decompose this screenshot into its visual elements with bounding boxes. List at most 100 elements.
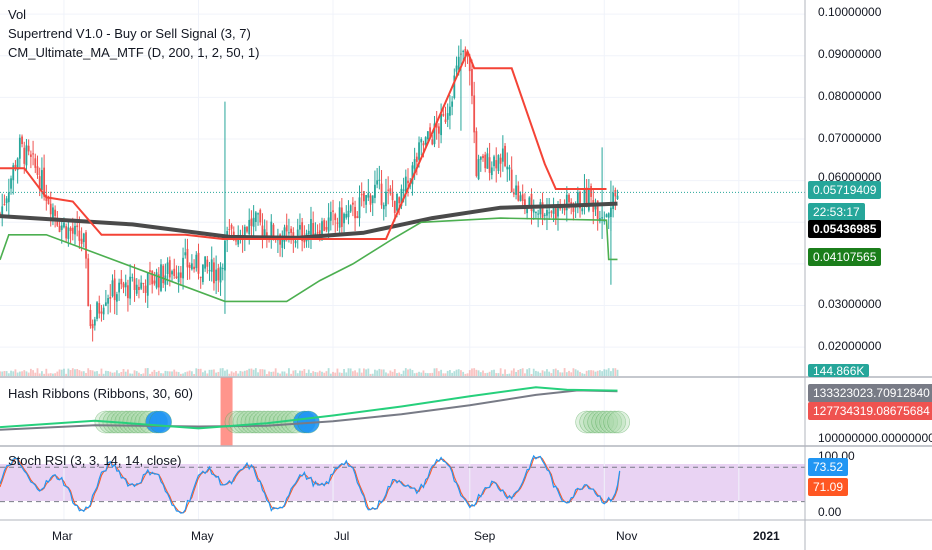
legend-stoch-rsi[interactable]: Stoch RSI (3, 3, 14, 14, close) xyxy=(8,453,182,468)
ma-value-tag: 0.05436985 xyxy=(808,220,882,238)
candle-body xyxy=(168,260,171,278)
candle-body xyxy=(290,228,293,233)
volume-bar xyxy=(93,371,96,376)
volume-bar xyxy=(468,370,471,376)
volume-bar xyxy=(374,369,376,376)
volume-bar xyxy=(210,369,213,376)
candle-body xyxy=(272,224,275,238)
volume-bar xyxy=(396,373,398,376)
candle-body xyxy=(3,204,6,206)
volume-bar xyxy=(535,370,537,376)
candle-body xyxy=(596,200,599,219)
volume-bar xyxy=(124,371,127,376)
volume-bar xyxy=(574,369,577,376)
candle-body xyxy=(429,127,431,137)
hash-fast-line xyxy=(0,386,618,430)
candle-body xyxy=(80,238,83,244)
candle-body xyxy=(462,50,465,52)
candle-body xyxy=(488,157,491,173)
volume-bar xyxy=(409,368,412,376)
volume-bar xyxy=(325,371,328,376)
candle-body xyxy=(323,220,326,231)
overlays xyxy=(0,48,805,303)
candle-body xyxy=(378,179,381,181)
volume-bar xyxy=(389,370,392,376)
candle-body xyxy=(552,205,555,214)
candle-body xyxy=(402,189,405,191)
volume-bar xyxy=(524,373,526,376)
candle-body xyxy=(41,170,43,191)
candle-body xyxy=(18,137,21,159)
candle-body xyxy=(127,285,129,299)
candle-body xyxy=(312,223,315,239)
volume-bar xyxy=(541,370,544,376)
volume-bar xyxy=(369,373,372,376)
volume-bar xyxy=(587,370,590,376)
legend-cm-ma[interactable]: CM_Ultimate_MA_MTF (D, 200, 1, 2, 50, 1) xyxy=(8,45,260,60)
volume-bar xyxy=(347,368,350,376)
volume-bar xyxy=(127,369,129,376)
volume-bar xyxy=(23,370,26,376)
volume-bar xyxy=(354,370,356,376)
volume-bar xyxy=(96,371,98,376)
candle-body xyxy=(93,319,96,326)
candle-body xyxy=(316,232,319,234)
volume-bar xyxy=(14,369,17,376)
volume-bar xyxy=(332,371,334,376)
volume-bar xyxy=(490,370,493,376)
candle-body xyxy=(490,167,493,176)
candle-body xyxy=(182,257,184,279)
candle-body xyxy=(442,113,445,116)
volume-bar xyxy=(579,371,581,376)
volume-bar xyxy=(495,373,498,376)
volume-bar xyxy=(78,370,81,376)
volume-bar xyxy=(305,372,308,376)
volume-bar xyxy=(113,372,116,376)
volume-bar xyxy=(82,371,85,376)
volume-bar xyxy=(235,371,237,376)
volume-bar xyxy=(424,372,427,376)
candle-body xyxy=(58,225,61,233)
volume-bar xyxy=(186,371,189,376)
volume-bar xyxy=(546,369,548,376)
volume-bar xyxy=(391,371,394,376)
candle-body xyxy=(415,156,418,162)
volume-bar xyxy=(160,373,162,376)
volume-bar xyxy=(565,372,568,376)
candle-body xyxy=(16,158,19,171)
candle-body xyxy=(87,258,90,307)
volume-bar xyxy=(407,369,409,376)
time-label-jul: Jul xyxy=(334,529,350,543)
candle-body xyxy=(54,209,57,216)
candle-body xyxy=(177,272,180,283)
candle-body xyxy=(468,57,471,72)
candle-body xyxy=(215,269,218,282)
volume-bar xyxy=(526,369,529,376)
volume-bar xyxy=(519,368,522,376)
candle-body xyxy=(515,185,517,195)
legend-supertrend[interactable]: Supertrend V1.0 - Buy or Sell Signal (3,… xyxy=(8,26,251,41)
volume-bar xyxy=(539,372,542,376)
candle-body xyxy=(325,227,328,230)
legend-vol[interactable]: Vol xyxy=(8,7,27,22)
candle-body xyxy=(14,164,17,169)
candle-body xyxy=(537,213,540,215)
countdown-tag: 22:53:17 xyxy=(808,203,865,221)
volume-bar xyxy=(221,368,224,376)
candle-body xyxy=(521,194,524,201)
candle-body xyxy=(563,207,566,211)
candle-body xyxy=(457,56,460,70)
volume-bar xyxy=(506,373,509,376)
volume-bar xyxy=(195,368,198,376)
volume-bar xyxy=(554,368,557,376)
volume-bar xyxy=(21,371,23,376)
candle-body xyxy=(261,225,264,237)
candle-body xyxy=(140,282,143,289)
candle-body xyxy=(510,169,513,193)
legend-hash-ribbons[interactable]: Hash Ribbons (Ribbons, 30, 60) xyxy=(8,386,193,401)
candle-body xyxy=(25,145,28,166)
volume-bar xyxy=(521,368,524,376)
candle-body xyxy=(314,233,317,235)
volume-bar xyxy=(327,368,330,376)
